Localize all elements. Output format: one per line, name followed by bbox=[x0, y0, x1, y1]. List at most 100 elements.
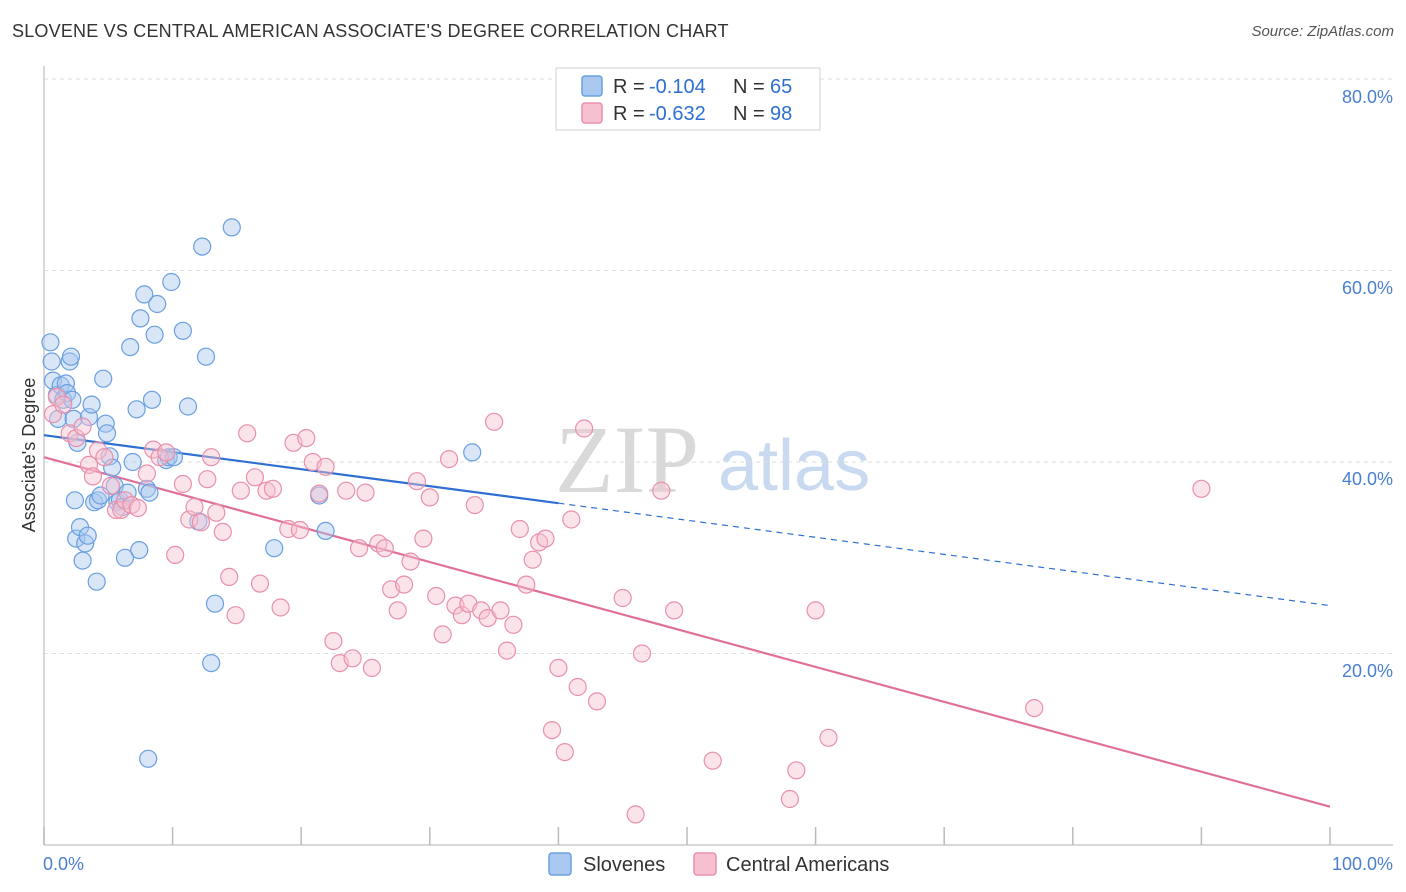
central-american-point-96 bbox=[1025, 698, 1044, 718]
slovene-point-63 bbox=[463, 443, 482, 462]
central-american-point-37 bbox=[271, 598, 290, 617]
slovene-point-11 bbox=[63, 390, 82, 409]
slovene-point-27 bbox=[96, 414, 115, 433]
slovenes-trend-line bbox=[43, 434, 559, 505]
central-american-point-23 bbox=[185, 497, 204, 517]
central-american-point-57 bbox=[401, 552, 420, 571]
slovene-point-50 bbox=[162, 272, 181, 292]
central-american-point-53 bbox=[375, 539, 394, 558]
data-points bbox=[41, 218, 1211, 824]
legend-n-label-1: N = bbox=[733, 76, 765, 98]
central-american-point-33 bbox=[245, 468, 264, 487]
central-american-point-94 bbox=[806, 601, 825, 620]
slovene-point-37 bbox=[121, 338, 140, 357]
central-american-point-71 bbox=[491, 601, 510, 620]
legend-bottom: Slovenes Central Americans bbox=[548, 852, 889, 876]
slovene-point-58 bbox=[205, 594, 225, 613]
central-american-point-35 bbox=[257, 481, 276, 500]
central-american-point-19 bbox=[157, 443, 176, 462]
central-american-point-79 bbox=[542, 720, 562, 740]
central-american-point-78 bbox=[536, 529, 555, 548]
central-american-point-40 bbox=[290, 520, 309, 540]
legend-bottom-swatch-central-americans bbox=[693, 852, 717, 876]
central-american-point-85 bbox=[587, 692, 607, 711]
central-american-point-5 bbox=[73, 417, 92, 436]
central-american-point-67 bbox=[465, 496, 484, 515]
central-american-point-8 bbox=[88, 441, 108, 460]
central-american-point-93 bbox=[787, 761, 806, 780]
slovene-point-24 bbox=[88, 491, 108, 510]
central-american-point-83 bbox=[568, 677, 587, 697]
central-american-point-10 bbox=[101, 476, 121, 495]
central-americans-trend-line bbox=[43, 456, 1331, 808]
legend-bottom-label-central-americans: Central Americans bbox=[726, 854, 889, 876]
slovene-point-42 bbox=[135, 285, 154, 304]
y-tick-label-60: 60.0% bbox=[1342, 278, 1393, 298]
central-american-point-20 bbox=[166, 545, 185, 565]
central-american-point-97 bbox=[1192, 479, 1211, 498]
legend-bottom-label-slovenes: Slovenes bbox=[583, 854, 665, 876]
slovene-point-13 bbox=[65, 491, 85, 510]
central-american-point-86 bbox=[613, 588, 632, 608]
central-american-point-51 bbox=[362, 658, 381, 678]
y-tick-label-80: 80.0% bbox=[1342, 87, 1393, 107]
central-american-point-87 bbox=[626, 805, 645, 824]
watermark-atlas: atlas bbox=[718, 426, 870, 506]
central-american-point-89 bbox=[652, 481, 671, 500]
axes bbox=[43, 66, 1393, 846]
central-american-point-55 bbox=[388, 601, 407, 620]
central-american-point-92 bbox=[780, 789, 800, 809]
central-american-point-70 bbox=[485, 412, 504, 431]
x-tick-label-start: 0.0% bbox=[43, 854, 84, 874]
slovene-point-10 bbox=[61, 347, 81, 366]
central-american-point-49 bbox=[350, 539, 369, 558]
central-american-point-61 bbox=[427, 586, 446, 606]
central-american-point-24 bbox=[191, 513, 210, 532]
slovene-point-21 bbox=[82, 395, 101, 414]
central-american-point-28 bbox=[213, 522, 232, 542]
legend-n-value-2: 98 bbox=[770, 103, 792, 125]
slovene-point-45 bbox=[142, 390, 162, 409]
slovene-point-59 bbox=[222, 218, 241, 237]
central-american-point-9 bbox=[95, 448, 114, 467]
central-american-point-32 bbox=[238, 424, 257, 443]
central-american-point-56 bbox=[395, 575, 414, 594]
central-american-point-91 bbox=[703, 751, 722, 770]
chart-title: SLOVENE VS CENTRAL AMERICAN ASSOCIATE'S … bbox=[12, 21, 729, 41]
slovene-point-7 bbox=[56, 374, 76, 393]
central-american-point-27 bbox=[207, 503, 226, 522]
central-american-point-4 bbox=[67, 429, 86, 448]
central-american-point-58 bbox=[407, 472, 426, 491]
central-american-point-15 bbox=[128, 498, 147, 518]
central-american-point-76 bbox=[523, 550, 542, 569]
central-american-point-2 bbox=[54, 395, 73, 414]
slovene-point-23 bbox=[87, 572, 106, 591]
slovene-point-64 bbox=[139, 749, 158, 768]
slovene-point-54 bbox=[193, 237, 212, 256]
central-american-point-41 bbox=[297, 429, 316, 448]
gridlines bbox=[44, 78, 1393, 654]
central-american-point-16 bbox=[137, 464, 156, 483]
slovene-point-1 bbox=[42, 352, 61, 371]
slovene-point-35 bbox=[115, 548, 135, 567]
legend-n-label-2: N = bbox=[733, 103, 765, 125]
central-american-point-30 bbox=[226, 606, 245, 625]
central-american-point-74 bbox=[510, 519, 529, 539]
central-american-point-31 bbox=[231, 481, 250, 500]
central-american-point-25 bbox=[198, 470, 217, 489]
central-american-point-29 bbox=[220, 567, 239, 587]
y-tick-label-40: 40.0% bbox=[1342, 469, 1393, 489]
legend-r-label-2: R = bbox=[613, 103, 645, 125]
legend-n-value-1: 65 bbox=[770, 76, 792, 98]
legend-bottom-swatch-slovenes bbox=[548, 852, 572, 876]
central-american-point-62 bbox=[433, 625, 452, 644]
trend-lines bbox=[43, 434, 1331, 808]
slovene-point-19 bbox=[78, 526, 97, 545]
legend-swatch-central-americans bbox=[581, 102, 603, 124]
y-tick-label-20: 20.0% bbox=[1342, 661, 1393, 681]
central-american-point-36 bbox=[263, 479, 282, 498]
central-american-point-43 bbox=[310, 484, 329, 503]
slovene-point-47 bbox=[148, 294, 167, 314]
central-american-point-75 bbox=[517, 575, 536, 594]
central-american-point-95 bbox=[819, 728, 838, 747]
